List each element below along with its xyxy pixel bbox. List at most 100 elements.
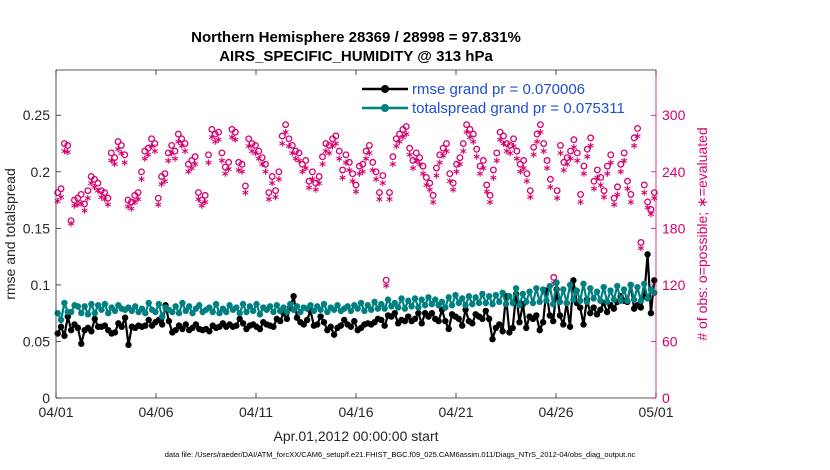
obs-evaluated-point: *: [346, 166, 353, 181]
obs-possible-point: [285, 135, 293, 143]
totalspread-point: [175, 309, 183, 317]
obs-evaluated-point: *: [483, 187, 490, 202]
chart-title: Northern Hemisphere 28369 / 28998 = 97.8…: [191, 29, 521, 46]
obs-evaluated-point: *: [239, 168, 246, 183]
rmse-point: [283, 315, 291, 323]
y-left-axis-label: rmse and totalspread: [2, 168, 18, 300]
obs-evaluated-point: *: [631, 141, 638, 156]
rmse-point: [320, 319, 328, 326]
totalspread-point: [438, 298, 446, 306]
totalspread-point: [448, 302, 456, 309]
obs-evaluated-point: *: [54, 197, 61, 212]
totalspread-point: [67, 308, 75, 316]
obs-evaluated-point: *: [453, 168, 460, 183]
rmse-point: [539, 319, 547, 326]
rmse-point: [590, 304, 597, 311]
obs-evaluated-point: *: [182, 147, 189, 162]
rmse-point: [337, 322, 345, 329]
obs-evaluated-point: *: [309, 175, 316, 190]
obs-evaluated-point: *: [470, 138, 477, 153]
obs-possible-point: [104, 194, 112, 202]
y-left-tick-label: 0.05: [23, 333, 50, 349]
obs-possible-point: [144, 144, 152, 152]
obs-evaluated-point: *: [627, 198, 634, 213]
rmse-point: [256, 325, 264, 333]
rmse-point: [61, 332, 68, 339]
rmse-point: [576, 304, 584, 311]
obs-possible-point: [319, 153, 326, 161]
obs-evaluated-point: *: [446, 177, 453, 192]
obs-possible-point: [419, 162, 427, 170]
obs-evaluated-point: *: [249, 147, 256, 162]
totalspread-point: [394, 304, 402, 311]
obs-evaluated-point: *: [296, 156, 303, 171]
obs-possible-point: [74, 194, 82, 202]
obs-evaluated-point: *: [135, 195, 142, 210]
obs-possible-point: [553, 187, 561, 195]
totalspread-point: [401, 305, 409, 312]
obs-possible-point: [60, 140, 68, 147]
totalspread-point: [580, 280, 587, 287]
obs-evaluated-point: *: [235, 166, 242, 181]
y-left-tick-label: 0.2: [31, 164, 51, 180]
obs-possible-point: [376, 189, 383, 196]
obs-possible-point: [570, 136, 578, 144]
totalspread-point: [418, 296, 425, 303]
rmse-point: [496, 321, 503, 328]
obs-possible-point: [429, 191, 437, 199]
obs-evaluated-point: *: [326, 149, 333, 164]
obs-possible-point: [583, 145, 591, 153]
totalspread-point: [138, 305, 146, 312]
obs-evaluated-point: *: [510, 142, 517, 157]
totalspread-point: [226, 302, 233, 309]
totalspread-point: [651, 289, 658, 297]
obs-possible-point: [496, 128, 504, 136]
obs-possible-point: [352, 181, 360, 189]
obs-evaluated-point: *: [359, 168, 366, 183]
totalspread-point: [223, 308, 230, 316]
rmse-point: [637, 304, 645, 311]
obs-evaluated-point: *: [151, 147, 158, 162]
y-left-tick-label: 0.25: [23, 107, 50, 123]
obs-possible-point: [161, 170, 169, 178]
totalspread-point: [320, 300, 328, 308]
totalspread-point: [512, 285, 520, 292]
totalspread-point: [105, 309, 112, 317]
totalspread-point: [287, 300, 294, 308]
totalspread-point: [256, 311, 264, 318]
totalspread-point: [334, 302, 341, 309]
obs-possible-point: [362, 147, 370, 155]
totalspread-point: [249, 307, 257, 315]
totalspread-point: [458, 295, 466, 302]
totalspread-point: [496, 298, 503, 306]
totalspread-point: [132, 303, 139, 310]
rmse-point: [516, 319, 523, 326]
totalspread-point: [381, 305, 388, 312]
obs-evaluated-point: *: [312, 186, 319, 201]
totalspread-point: [253, 300, 260, 308]
obs-possible-point: [94, 179, 102, 187]
totalspread-point: [361, 307, 368, 315]
obs-possible-point: [97, 187, 105, 195]
obs-evaluated-point: *: [205, 158, 212, 173]
totalspread-point: [317, 306, 324, 313]
obs-evaluated-point: *: [175, 138, 182, 153]
obs-possible-point: [359, 160, 367, 168]
obs-evaluated-point: *: [383, 282, 390, 297]
obs-evaluated-point: *: [574, 156, 581, 171]
y-right-tick-label: 60: [662, 333, 678, 349]
totalspread-point: [472, 294, 479, 301]
obs-possible-point: [506, 141, 514, 149]
totalspread-point: [415, 304, 422, 311]
obs-evaluated-point: *: [88, 179, 95, 194]
totalspread-point: [519, 290, 527, 298]
totalspread-point: [560, 286, 567, 293]
obs-possible-point: [335, 147, 343, 155]
obs-evaluated-point: *: [215, 136, 222, 151]
rmse-point: [206, 328, 213, 335]
obs-possible-point: [432, 164, 440, 172]
totalspread-point: [432, 296, 439, 303]
obs-possible-point: [406, 144, 414, 152]
totalspread-point: [624, 297, 631, 304]
totalspread-point: [482, 299, 489, 307]
